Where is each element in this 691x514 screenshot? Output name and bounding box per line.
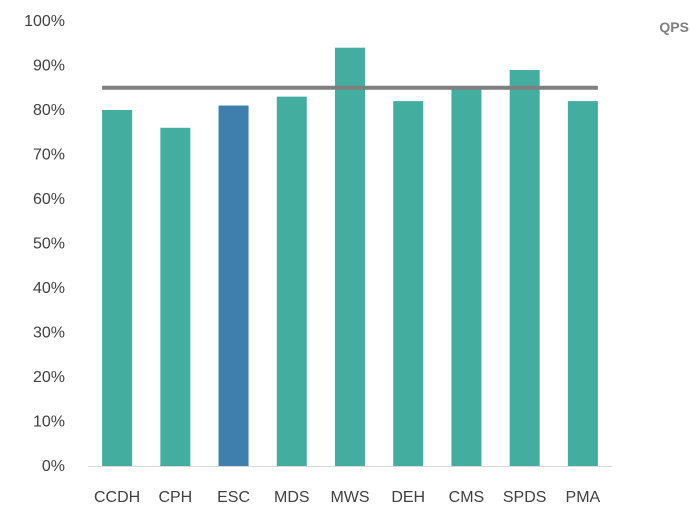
legend-label: QPS xyxy=(659,19,689,35)
x-tick-label: CCDH xyxy=(94,489,140,506)
y-tick-label: 40% xyxy=(33,280,65,297)
y-tick-label: 70% xyxy=(33,147,65,164)
bar-esc xyxy=(218,105,249,467)
bar-mds xyxy=(276,96,307,467)
x-tick-label: MWS xyxy=(330,489,369,506)
x-tick-label: MDS xyxy=(274,489,310,506)
y-tick-label: 10% xyxy=(33,414,65,431)
x-tick-label: PMA xyxy=(566,489,601,506)
x-tick-label: ESC xyxy=(217,489,250,506)
x-tick-label: CMS xyxy=(449,489,485,506)
bar-mws xyxy=(335,47,365,466)
y-tick-label: 80% xyxy=(33,102,65,119)
bar-deh xyxy=(393,101,424,466)
y-tick-label: 20% xyxy=(33,369,65,386)
x-tick-label: CPH xyxy=(158,489,192,506)
bar-cms xyxy=(451,87,482,466)
bar-cph xyxy=(160,127,191,467)
y-tick-label: 0% xyxy=(42,458,65,475)
y-tick-label: 100% xyxy=(24,13,65,30)
bar-ccdh xyxy=(102,110,133,466)
y-tick-label: 90% xyxy=(33,58,65,75)
bar-spds xyxy=(509,69,540,466)
y-tick-label: 50% xyxy=(33,236,65,253)
x-tick-label: SPDS xyxy=(503,489,547,506)
x-tick-label: DEH xyxy=(391,489,425,506)
y-tick-label: 60% xyxy=(33,191,65,208)
y-tick-label: 30% xyxy=(33,325,65,342)
bar-pma xyxy=(567,101,598,466)
legend-qps: QPS xyxy=(659,19,689,35)
